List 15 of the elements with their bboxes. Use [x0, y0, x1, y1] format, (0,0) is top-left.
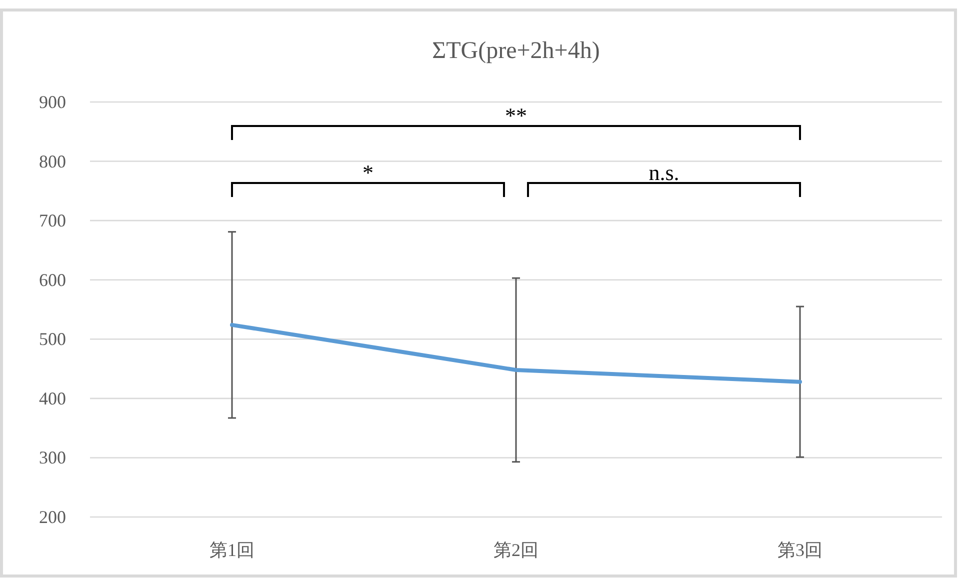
annotation: n.s.: [648, 160, 680, 185]
y-tick-label: 300: [39, 448, 66, 468]
x-tick-label: 第1回: [210, 540, 254, 560]
chart-title: ΣTG(pre+2h+4h): [432, 38, 600, 64]
x-tick-label: 第3回: [778, 540, 822, 560]
y-tick-label: 200: [39, 507, 66, 527]
annotation: *: [362, 160, 374, 185]
annotation: **: [505, 103, 527, 128]
x-tick-label: 第2回: [494, 540, 538, 560]
y-tick-label: 800: [39, 151, 66, 172]
y-tick-label: 400: [39, 388, 66, 408]
y-tick-label: 500: [39, 329, 66, 350]
y-tick-label: 700: [39, 210, 66, 231]
y-tick-label: 600: [39, 270, 66, 290]
y-tick-label: 900: [39, 92, 66, 112]
